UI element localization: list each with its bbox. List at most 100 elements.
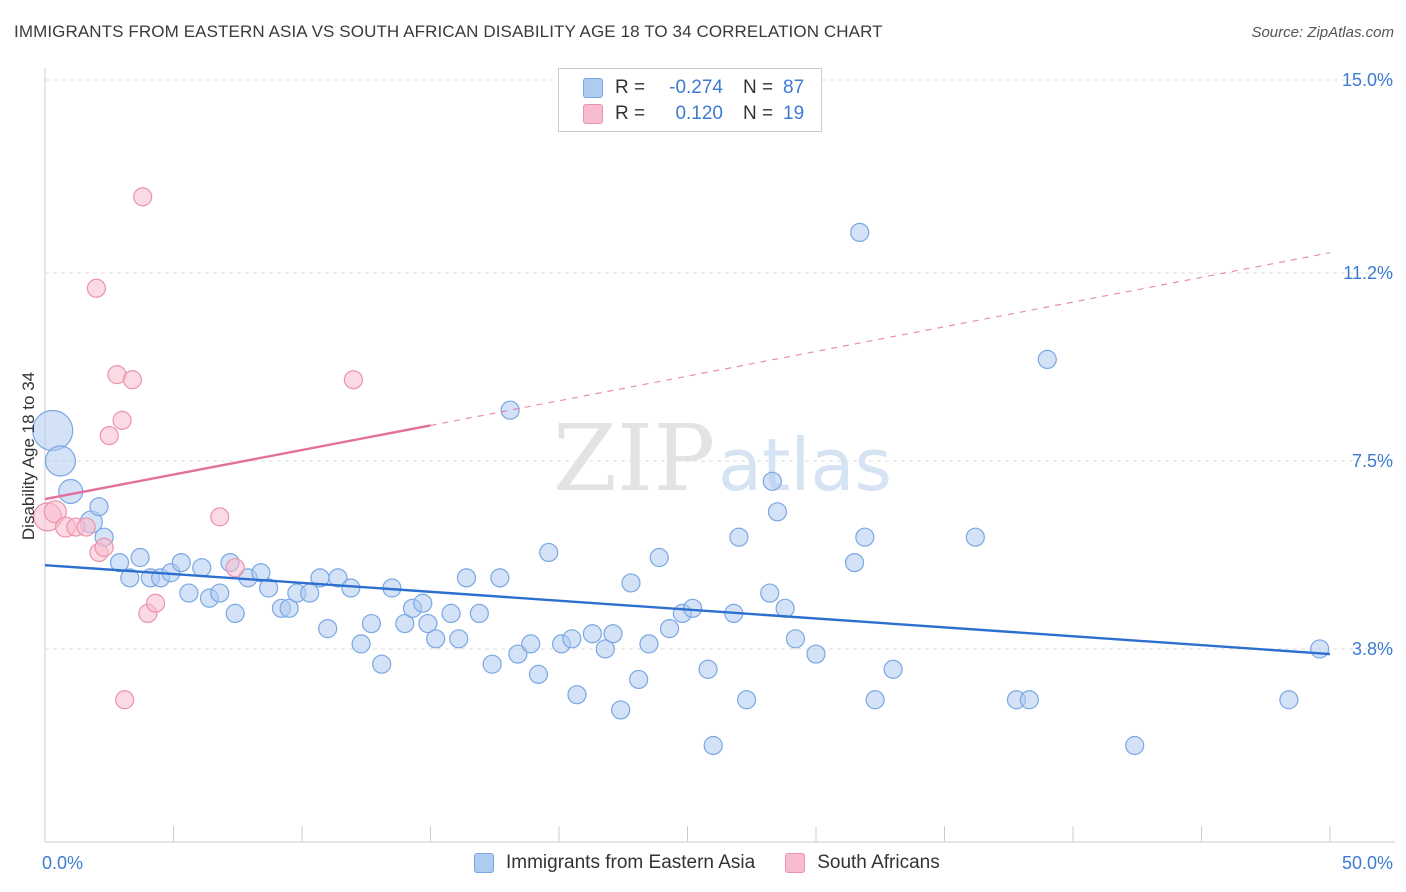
point-eastern-asia bbox=[456, 568, 477, 588]
point-eastern-asia bbox=[521, 634, 541, 654]
point-eastern-asia bbox=[32, 409, 74, 452]
point-south-africans bbox=[99, 426, 119, 446]
point-eastern-asia bbox=[210, 583, 230, 603]
point-eastern-asia bbox=[328, 568, 348, 588]
point-eastern-asia bbox=[251, 563, 271, 583]
legend-n-value: 87 bbox=[783, 77, 805, 98]
point-eastern-asia bbox=[418, 613, 438, 634]
watermark-zip: ZIP bbox=[553, 405, 715, 512]
point-eastern-asia bbox=[361, 613, 381, 634]
point-south-africans bbox=[43, 500, 67, 524]
point-eastern-asia bbox=[300, 583, 320, 603]
point-eastern-asia bbox=[279, 598, 299, 618]
point-eastern-asia bbox=[883, 659, 903, 679]
y-tick-label: 3.8% bbox=[1352, 639, 1393, 659]
series-legend-south-africans: South Africans bbox=[785, 852, 940, 874]
point-eastern-asia bbox=[449, 629, 469, 649]
x-tick-label: 0.0% bbox=[42, 853, 83, 873]
point-south-africans bbox=[115, 690, 135, 710]
legend-swatch-pink bbox=[583, 104, 603, 124]
axes bbox=[44, 68, 1395, 843]
data-points bbox=[32, 187, 1330, 756]
series-swatch-blue bbox=[474, 853, 494, 873]
point-eastern-asia bbox=[482, 654, 502, 674]
point-eastern-asia bbox=[629, 669, 649, 690]
point-eastern-asia bbox=[130, 547, 150, 568]
legend-swatch-blue bbox=[583, 78, 603, 98]
point-eastern-asia bbox=[729, 527, 749, 547]
point-eastern-asia bbox=[500, 400, 520, 420]
point-eastern-asia bbox=[179, 583, 199, 603]
point-eastern-asia bbox=[737, 690, 757, 710]
trend-line-south-africans bbox=[44, 424, 431, 501]
point-south-africans bbox=[343, 370, 363, 390]
point-eastern-asia bbox=[611, 700, 631, 720]
point-eastern-asia bbox=[865, 690, 885, 710]
legend-n-label: N = bbox=[743, 103, 774, 124]
series-legend: Immigrants from Eastern Asia South Afric… bbox=[474, 852, 970, 874]
grid-lines bbox=[45, 79, 1395, 650]
point-south-africans bbox=[145, 593, 166, 613]
point-eastern-asia bbox=[508, 644, 528, 664]
point-eastern-asia bbox=[44, 445, 77, 477]
trend-line-south-africans-extension bbox=[430, 252, 1331, 427]
point-south-africans bbox=[133, 187, 153, 207]
point-eastern-asia bbox=[225, 603, 245, 624]
point-eastern-asia bbox=[341, 578, 361, 598]
point-eastern-asia bbox=[582, 624, 603, 644]
point-eastern-asia bbox=[649, 547, 669, 568]
point-eastern-asia bbox=[89, 497, 109, 517]
point-eastern-asia bbox=[659, 619, 680, 639]
point-eastern-asia bbox=[539, 542, 559, 563]
point-eastern-asia bbox=[413, 593, 433, 613]
legend-row-south-africans: R = 0.120 N = 19 bbox=[583, 102, 804, 126]
correlation-legend: R = -0.274 N = 87 R = 0.120 N = 19 bbox=[558, 68, 822, 132]
legend-row-eastern-asia: R = -0.274 N = 87 bbox=[583, 76, 804, 100]
point-eastern-asia bbox=[171, 552, 191, 573]
point-eastern-asia bbox=[621, 573, 641, 593]
point-south-africans bbox=[210, 507, 230, 527]
point-eastern-asia bbox=[372, 654, 392, 674]
trend-line-eastern-asia bbox=[44, 563, 1331, 656]
point-south-africans bbox=[76, 517, 96, 537]
point-eastern-asia bbox=[760, 583, 780, 603]
point-south-africans bbox=[112, 410, 132, 430]
point-eastern-asia bbox=[120, 568, 140, 588]
point-eastern-asia bbox=[562, 629, 582, 649]
point-eastern-asia bbox=[318, 619, 338, 639]
point-eastern-asia bbox=[775, 598, 795, 618]
point-eastern-asia bbox=[395, 613, 415, 634]
point-eastern-asia bbox=[1037, 349, 1057, 369]
y-tick-label: 7.5% bbox=[1352, 451, 1393, 471]
legend-r-value: -0.274 bbox=[669, 77, 723, 98]
point-eastern-asia bbox=[109, 552, 130, 573]
source-label: Source: ZipAtlas.com bbox=[1251, 24, 1394, 41]
point-eastern-asia bbox=[844, 552, 865, 573]
point-eastern-asia bbox=[528, 664, 549, 684]
y-axis-label: Disability Age 18 to 34 bbox=[19, 372, 38, 540]
legend-n-value: 19 bbox=[783, 103, 805, 124]
y-tick-label: 11.2% bbox=[1343, 263, 1393, 283]
watermark: ZIP atlas bbox=[553, 405, 892, 512]
point-eastern-asia bbox=[567, 685, 587, 705]
series-swatch-pink bbox=[785, 853, 806, 873]
watermark-atlas: atlas bbox=[718, 423, 892, 507]
series-label-eastern-asia: Immigrants from Eastern Asia bbox=[506, 852, 756, 873]
point-eastern-asia bbox=[762, 471, 782, 491]
legend-r-label: R = bbox=[615, 77, 646, 98]
point-eastern-asia bbox=[595, 639, 615, 659]
point-south-africans bbox=[122, 370, 142, 390]
point-eastern-asia bbox=[426, 629, 446, 649]
point-eastern-asia bbox=[603, 624, 623, 644]
point-eastern-asia bbox=[258, 578, 279, 598]
legend-r-value: 0.120 bbox=[675, 103, 723, 124]
point-eastern-asia bbox=[1310, 639, 1330, 659]
point-eastern-asia bbox=[351, 634, 371, 654]
point-eastern-asia bbox=[1019, 690, 1039, 710]
point-eastern-asia bbox=[639, 634, 659, 654]
point-eastern-asia bbox=[441, 603, 461, 624]
point-eastern-asia bbox=[1125, 735, 1145, 756]
point-south-africans bbox=[225, 558, 245, 578]
point-eastern-asia bbox=[850, 222, 870, 242]
